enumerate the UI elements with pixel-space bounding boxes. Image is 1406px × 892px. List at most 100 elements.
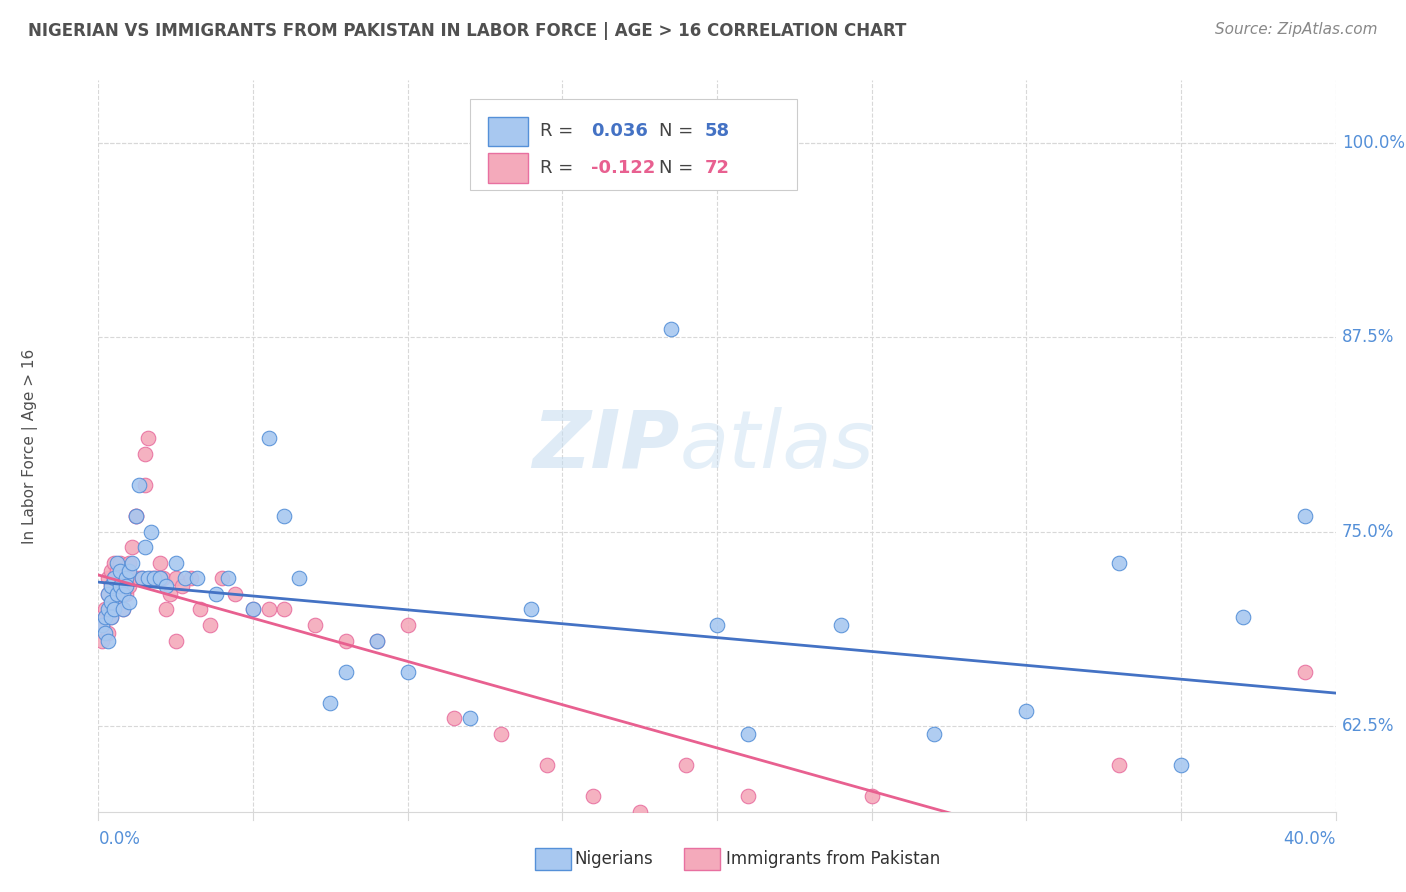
Point xyxy=(90,618,112,632)
Text: 100.0%: 100.0% xyxy=(1341,134,1405,152)
Point xyxy=(1294,509,1316,524)
Point xyxy=(186,571,208,585)
Point xyxy=(165,556,187,570)
Point xyxy=(97,625,120,640)
Point xyxy=(115,571,138,585)
Point xyxy=(582,820,605,834)
Point xyxy=(100,594,122,608)
Point xyxy=(131,571,153,585)
Point xyxy=(131,571,153,585)
Point xyxy=(112,571,135,585)
Point xyxy=(1015,704,1038,718)
Point xyxy=(97,587,120,601)
Point xyxy=(93,610,115,624)
Point xyxy=(860,789,883,804)
Text: 58: 58 xyxy=(704,122,730,140)
Point xyxy=(737,789,759,804)
Point xyxy=(136,431,159,445)
FancyBboxPatch shape xyxy=(488,153,527,183)
Point xyxy=(737,727,759,741)
Point xyxy=(108,579,131,593)
Point xyxy=(115,564,138,578)
Point xyxy=(124,509,146,524)
Point xyxy=(90,633,112,648)
Point xyxy=(205,587,228,601)
Point xyxy=(121,540,143,554)
Point xyxy=(458,711,481,725)
Point xyxy=(118,556,141,570)
Point xyxy=(224,587,246,601)
Point xyxy=(100,564,122,578)
FancyBboxPatch shape xyxy=(536,848,571,870)
Point xyxy=(1108,758,1130,772)
Point xyxy=(97,633,120,648)
Point xyxy=(396,665,419,679)
Point xyxy=(443,711,465,725)
Text: N =: N = xyxy=(659,122,699,140)
Point xyxy=(366,633,388,648)
Point xyxy=(97,602,120,616)
FancyBboxPatch shape xyxy=(488,117,527,146)
FancyBboxPatch shape xyxy=(470,99,797,190)
Point xyxy=(536,758,558,772)
Point xyxy=(112,602,135,616)
Point xyxy=(922,727,945,741)
Text: 0.0%: 0.0% xyxy=(98,830,141,848)
Point xyxy=(103,556,125,570)
Point xyxy=(105,587,128,601)
Point xyxy=(134,447,156,461)
Point xyxy=(165,571,187,585)
Point xyxy=(112,587,135,601)
Point xyxy=(97,571,120,585)
Point xyxy=(136,571,159,585)
Point xyxy=(799,820,821,834)
Point xyxy=(211,571,233,585)
FancyBboxPatch shape xyxy=(683,848,720,870)
Point xyxy=(174,571,197,585)
Point xyxy=(100,579,122,593)
Point xyxy=(100,579,122,593)
Point xyxy=(149,556,172,570)
Point xyxy=(165,633,187,648)
Point xyxy=(675,758,697,772)
Point xyxy=(108,564,131,578)
Point xyxy=(335,633,357,648)
Text: 40.0%: 40.0% xyxy=(1284,830,1336,848)
Point xyxy=(1108,556,1130,570)
Point xyxy=(155,579,177,593)
Point xyxy=(105,564,128,578)
Point xyxy=(319,696,342,710)
Point xyxy=(190,602,212,616)
Point xyxy=(830,618,852,632)
Point xyxy=(366,633,388,648)
Point xyxy=(134,478,156,492)
Point xyxy=(628,805,651,819)
Point xyxy=(93,602,115,616)
Text: NIGERIAN VS IMMIGRANTS FROM PAKISTAN IN LABOR FORCE | AGE > 16 CORRELATION CHART: NIGERIAN VS IMMIGRANTS FROM PAKISTAN IN … xyxy=(28,22,907,40)
Text: -0.122: -0.122 xyxy=(591,159,655,177)
Point xyxy=(115,587,138,601)
Point xyxy=(134,540,156,554)
Text: In Labor Force | Age > 16: In Labor Force | Age > 16 xyxy=(22,349,38,543)
Point xyxy=(100,610,122,624)
Point xyxy=(108,556,131,570)
Point xyxy=(1046,851,1069,865)
Point xyxy=(659,322,682,336)
Text: N =: N = xyxy=(659,159,699,177)
Point xyxy=(1278,851,1301,865)
Point xyxy=(149,571,172,585)
Point xyxy=(149,571,172,585)
Point xyxy=(159,587,181,601)
Point xyxy=(257,431,280,445)
Text: 87.5%: 87.5% xyxy=(1341,328,1395,346)
Point xyxy=(93,610,115,624)
Point xyxy=(124,509,146,524)
Point xyxy=(121,556,143,570)
Point xyxy=(273,602,295,616)
Point xyxy=(103,571,125,585)
Point xyxy=(121,571,143,585)
Point xyxy=(108,579,131,593)
Point xyxy=(103,602,125,616)
Point xyxy=(115,579,138,593)
Text: 72: 72 xyxy=(704,159,730,177)
